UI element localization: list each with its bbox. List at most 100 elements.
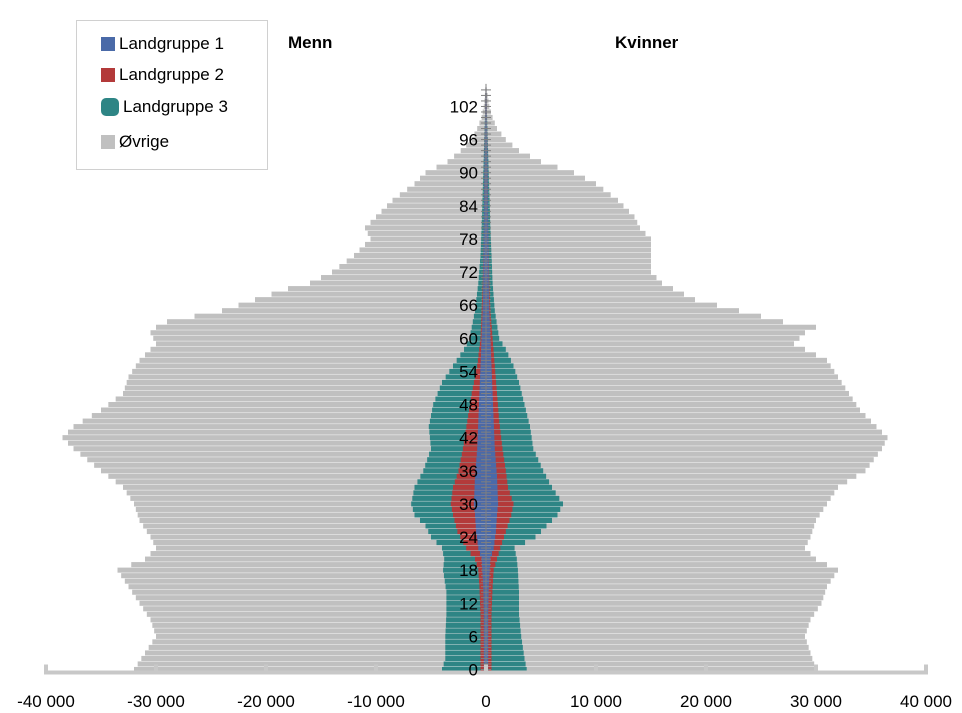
- men-bar-landgruppe-3-age-65: [475, 308, 486, 314]
- women-bar-ovrige-age-87: [486, 186, 604, 192]
- women-bar-ovrige-age-20: [486, 556, 816, 562]
- women-bar-landgruppe-3-age-7: [486, 628, 521, 634]
- men-bar-ovrige-age-10: [146, 611, 486, 617]
- women-bar-landgruppe-3-age-0: [486, 666, 527, 673]
- women-bar-ovrige-age-74: [486, 258, 651, 264]
- women-bar-ovrige-age-29: [486, 506, 824, 512]
- men-bar-ovrige-age-17: [121, 573, 487, 579]
- men-bar-landgruppe-3-age-42: [429, 435, 486, 441]
- men-bar-ovrige-age-81: [370, 219, 486, 225]
- women-bar-ovrige-age-7: [486, 628, 807, 634]
- women-bar-ovrige-age-25: [486, 528, 813, 535]
- women-bar-ovrige-age-21: [486, 551, 811, 557]
- women-bar-ovrige-age-34: [486, 479, 848, 485]
- women-bar-ovrige-age-1: [486, 661, 815, 667]
- men-bar-ovrige-age-22: [156, 545, 486, 551]
- women-bar-ovrige-age-95: [486, 142, 513, 148]
- men-bar-ovrige-age-5: [152, 639, 486, 645]
- men-bar-landgruppe-3-age-59: [466, 341, 486, 347]
- legend-swatch-landgruppe-1: [101, 37, 115, 51]
- men-bar-ovrige-age-18: [117, 567, 486, 573]
- women-bar-landgruppe-3-age-10: [486, 611, 519, 617]
- men-bar-landgruppe-2-age-23: [463, 540, 486, 546]
- men-bar-landgruppe-2-age-36: [458, 468, 486, 474]
- men-bar-landgruppe-3-age-58: [464, 346, 486, 352]
- women-bar-ovrige-age-30: [486, 501, 827, 507]
- men-bar-ovrige-age-1: [137, 661, 487, 667]
- women-bar-ovrige-age-3: [486, 650, 811, 656]
- women-bar-ovrige-age-17: [486, 573, 835, 579]
- age-tick-label: 90: [459, 164, 478, 183]
- men-bar-ovrige-age-51: [124, 385, 486, 391]
- women-bar-ovrige-age-84: [486, 203, 624, 209]
- men-bar-ovrige-age-94: [460, 148, 486, 154]
- men-bar-landgruppe-2-age-39: [461, 451, 486, 457]
- women-bar-ovrige-age-79: [486, 230, 646, 236]
- men-bar-landgruppe-3-age-46: [431, 413, 486, 419]
- men-bar-landgruppe-3-age-26: [425, 523, 486, 529]
- women-bar-ovrige-age-13: [486, 595, 824, 601]
- men-bar-landgruppe-3-age-39: [429, 451, 486, 457]
- women-bar-landgruppe-1-age-33: [486, 484, 498, 490]
- men-bar-landgruppe-3-age-36: [423, 468, 486, 474]
- men-bar-landgruppe-3-age-17: [443, 573, 486, 579]
- women-bar-landgruppe-3-age-18: [486, 567, 518, 573]
- women-bar-landgruppe-3-age-23: [486, 540, 526, 546]
- men-bar-ovrige-age-24: [150, 534, 486, 540]
- men-bar-landgruppe-3-age-51: [439, 385, 486, 391]
- women-bar-landgruppe-3-age-3: [486, 650, 524, 656]
- women-bar-ovrige-age-40: [486, 446, 882, 452]
- men-bar-landgruppe-2-age-27: [454, 517, 486, 523]
- men-bar-landgruppe-3-age-14: [446, 589, 486, 595]
- men-bar-ovrige-age-74: [346, 258, 486, 264]
- men-bar-ovrige-age-90: [425, 170, 486, 176]
- men-bar-ovrige-age-57: [145, 352, 486, 358]
- men-bar-ovrige-age-7: [154, 628, 487, 634]
- men-bar-landgruppe-3-age-30: [411, 501, 486, 507]
- women-bar-landgruppe-3-age-38: [486, 457, 539, 463]
- men-bar-landgruppe-3-age-55: [453, 363, 486, 369]
- legend-label: Landgruppe 2: [119, 65, 224, 84]
- women-bar-ovrige-age-0: [486, 666, 816, 673]
- women-bar-ovrige-age-81: [486, 219, 638, 225]
- men-bar-landgruppe-3-age-44: [428, 424, 486, 430]
- men-bar-ovrige-age-67: [255, 297, 486, 303]
- age-tick-label: 96: [459, 131, 478, 150]
- legend-label: Landgruppe 3: [123, 97, 228, 116]
- men-bar-landgruppe-3-age-48: [433, 402, 486, 408]
- men-bar-ovrige-age-29: [135, 506, 486, 512]
- age-tick-label: 66: [459, 296, 478, 315]
- women-bar-ovrige-age-44: [486, 424, 877, 430]
- age-tick-label: 36: [459, 462, 478, 481]
- women-bar-landgruppe-3-age-51: [486, 385, 521, 391]
- women-bar-ovrige-age-22: [486, 545, 805, 551]
- women-bar-ovrige-age-11: [486, 606, 818, 612]
- women-bar-ovrige-age-23: [486, 540, 808, 546]
- men-bar-landgruppe-2-age-51: [472, 385, 486, 391]
- women-bar-ovrige-age-10: [486, 611, 815, 617]
- men-bar-ovrige-age-52: [126, 379, 487, 385]
- age-tick-label: 0: [469, 661, 478, 680]
- women-bar-ovrige-age-98: [486, 126, 497, 132]
- women-bar-ovrige-age-37: [486, 462, 870, 468]
- men-bar-landgruppe-3-age-25: [428, 528, 486, 535]
- legend-label: Øvrige: [119, 132, 170, 151]
- left-side-label: Menn: [288, 33, 332, 52]
- women-bar-landgruppe-3-age-56: [486, 357, 511, 363]
- women-bar-ovrige-age-96: [486, 137, 506, 143]
- women-bar-landgruppe-3-age-33: [486, 484, 552, 490]
- men-bar-ovrige-age-83: [381, 208, 486, 214]
- women-bar-landgruppe-3-age-58: [486, 346, 506, 352]
- age-tick-label: 42: [459, 429, 478, 448]
- men-bar-ovrige-age-58: [150, 346, 486, 352]
- men-bar-landgruppe-3-age-53: [445, 374, 486, 380]
- men-bar-ovrige-age-59: [156, 341, 486, 347]
- women-bar-landgruppe-1-age-28: [486, 512, 497, 518]
- women-bar-landgruppe-3-age-28: [486, 512, 558, 518]
- x-tick-label: 40 000: [900, 692, 952, 711]
- women-bar-ovrige-age-47: [486, 407, 860, 413]
- men-bar-ovrige-age-96: [471, 137, 486, 143]
- men-bar-ovrige-age-79: [367, 230, 486, 236]
- legend: Landgruppe 1 Landgruppe 2 Landgruppe 3 Ø…: [76, 20, 268, 170]
- women-bar-ovrige-age-97: [486, 131, 502, 137]
